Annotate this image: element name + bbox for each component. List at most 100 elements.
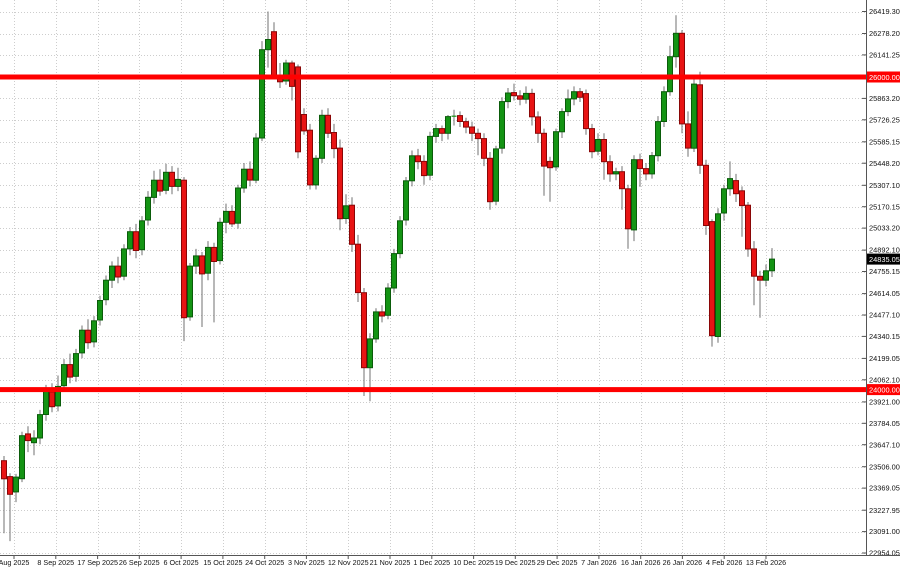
candle-body: [19, 435, 25, 480]
candle-bear: [439, 125, 445, 142]
price-axis-label: 25033.20: [869, 224, 900, 233]
candle-body: [595, 139, 601, 152]
candle-bull: [445, 115, 451, 140]
candle-bear: [697, 71, 703, 174]
candle-body: [97, 300, 103, 321]
candle-body: [493, 148, 499, 202]
candle-bear: [133, 223, 139, 259]
price-axis[interactable]: 26419.30 26278.20 26141.25 25863.20 25726.25…: [862, 0, 900, 569]
candle-bull: [763, 264, 769, 287]
candle-bear: [475, 128, 481, 156]
candle-body: [475, 132, 481, 140]
candle-bull: [61, 359, 67, 390]
candle-bear: [517, 90, 523, 106]
price-axis-label: 24755.15: [869, 267, 900, 276]
price-axis-label: 25585.15: [869, 137, 900, 146]
candle-body: [103, 279, 109, 301]
candle-bull: [19, 431, 25, 483]
price-level-line[interactable]: [0, 74, 866, 80]
candle-bull: [193, 248, 199, 274]
candle-body: [355, 243, 361, 294]
candle-bull: [397, 216, 403, 259]
candle-body: [463, 121, 469, 128]
candle-body: [721, 188, 727, 214]
candle-bear: [529, 88, 535, 126]
candle-body: [211, 246, 217, 262]
candle-bull: [553, 128, 559, 171]
candle-body: [451, 115, 457, 117]
candle-body: [109, 265, 115, 281]
candle-bull: [727, 161, 733, 196]
candle-body: [145, 196, 151, 221]
candle-bear: [295, 64, 301, 159]
candle-bear: [289, 60, 295, 101]
candle-bear: [325, 108, 331, 138]
candle-body: [55, 385, 61, 407]
candle-body: [673, 32, 679, 58]
candle-bear: [355, 234, 361, 302]
candle-bull: [343, 194, 349, 224]
price-axis-label: 23227.95: [869, 506, 900, 515]
candle-body: [661, 91, 667, 122]
candle-body: [241, 168, 247, 189]
price-axis-label: 24892.10: [869, 246, 900, 255]
candle-body: [559, 111, 565, 133]
candle-body: [253, 137, 259, 181]
candle-body: [349, 204, 355, 245]
candle-bear: [589, 123, 595, 159]
candle-bull: [175, 167, 181, 192]
candle-bull: [97, 295, 103, 326]
candle-bear: [685, 111, 691, 157]
candle-bull: [31, 430, 37, 456]
axis-price-tags: 26000.00 24000.00 24835.05: [867, 71, 900, 396]
candle-body: [1, 460, 7, 480]
candle-body: [25, 433, 31, 442]
candle-body: [121, 248, 127, 277]
candle-bull: [613, 167, 619, 181]
candle-bear: [169, 166, 175, 195]
candle-bull: [145, 191, 151, 226]
candle-bull: [769, 248, 775, 277]
candle-body: [589, 128, 595, 153]
candle-body: [427, 135, 433, 176]
candle-body: [541, 132, 547, 167]
candle-bear: [307, 123, 313, 190]
candle-bull: [253, 133, 259, 184]
horizontal-price-lines[interactable]: [0, 74, 866, 393]
candle-body: [175, 178, 181, 187]
candle-body: [733, 180, 739, 195]
candle-body: [727, 178, 733, 190]
price-axis-label: 25307.10: [869, 181, 900, 190]
candle-bear: [415, 148, 421, 170]
price-axis-label: 26419.30: [869, 7, 900, 16]
time-axis-label: 8 Sep 2025: [37, 558, 74, 567]
price-axis-label: 25726.25: [869, 115, 900, 124]
candle-body: [229, 210, 235, 225]
candle-body: [547, 160, 553, 169]
time-axis-label: 3 Nov 2025: [288, 558, 325, 567]
level-price-tag-label: 24000.00: [869, 386, 900, 395]
candle-bull: [631, 155, 637, 242]
candle-body: [739, 190, 745, 207]
candle-body: [637, 159, 643, 170]
candle-bull: [451, 109, 457, 126]
candle-body: [37, 414, 43, 439]
price-axis-label: 23921.00: [869, 398, 900, 407]
candle-body: [259, 49, 265, 139]
time-axis-label: 29 Dec 2025: [537, 558, 578, 567]
candle-bull: [433, 123, 439, 143]
candle-bear: [601, 133, 607, 180]
candle-body: [331, 132, 337, 150]
candle-body: [397, 220, 403, 255]
candle-bear: [643, 163, 649, 181]
candle-body: [307, 129, 313, 186]
price-level-line[interactable]: [0, 387, 866, 393]
candle-body: [763, 270, 769, 281]
candle-body: [613, 171, 619, 175]
candle-bear: [349, 197, 355, 252]
candle-bear: [733, 173, 739, 202]
candle-bull: [649, 152, 655, 179]
candle-bear: [541, 128, 547, 196]
time-axis[interactable]: Aug 2025 8 Sep 2025 17 Sep 2025 26 Sep 2025…: [0, 555, 900, 567]
